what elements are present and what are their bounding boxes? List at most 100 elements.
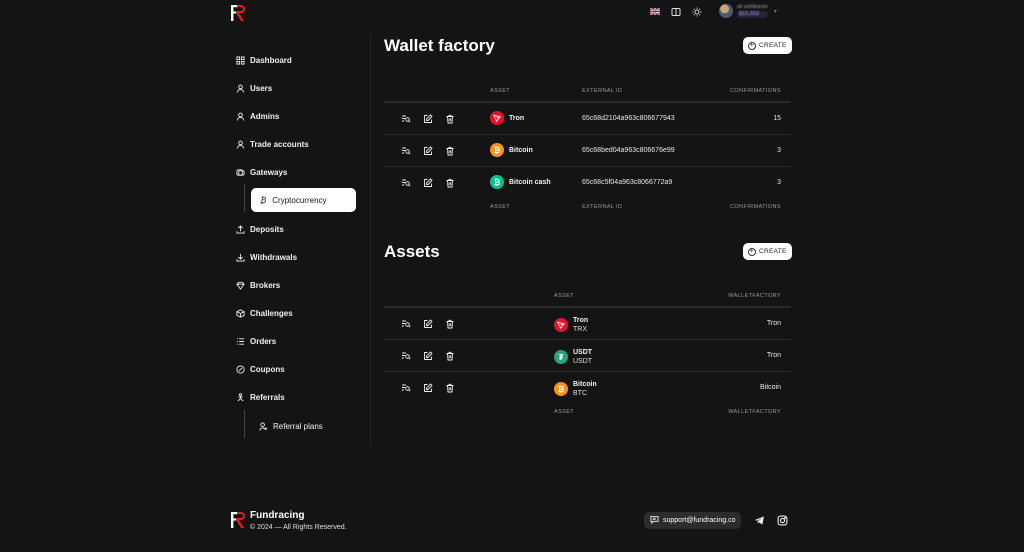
delete-icon[interactable] — [444, 350, 456, 362]
edit-icon[interactable] — [422, 350, 434, 362]
asset-name: Tron — [509, 114, 525, 122]
brand-logo[interactable] — [230, 4, 246, 22]
sidebar-item-orders[interactable]: Orders — [236, 334, 276, 348]
sidebar-item-cryptocurrency[interactable]: ₿ Cryptocurrency — [251, 188, 356, 212]
column-footer-confirmations: CONFIRMATIONS — [730, 204, 781, 210]
top-bar: ali ashikaran $15,333 ▾ — [0, 0, 1024, 26]
column-footer-external-id: EXTERNAL ID — [582, 204, 623, 210]
column-header-asset[interactable]: ASSET — [554, 293, 575, 299]
list-icon — [236, 337, 245, 345]
sidebar-item-label: Gateways — [250, 167, 288, 177]
column-header-walletfactory[interactable]: WALLETFACTORY — [728, 293, 781, 299]
user-icon — [236, 140, 245, 149]
sidebar-item-referrals[interactable]: Referrals — [236, 390, 285, 404]
edit-icon[interactable] — [422, 177, 434, 189]
chat-icon — [650, 515, 659, 526]
layout-icon[interactable] — [670, 6, 681, 17]
bitcoin-icon: ₿ — [554, 382, 568, 396]
wallet-factory: Bitcoin — [759, 384, 781, 391]
uk-flag-icon[interactable] — [649, 6, 660, 17]
sidebar-item-brokers[interactable]: Brokers — [236, 278, 280, 292]
support-email-button[interactable]: support@fundracing.co — [644, 512, 742, 529]
delete-icon[interactable] — [444, 145, 456, 157]
user-menu[interactable]: ali ashikaran $15,333 ▾ — [719, 4, 777, 18]
external-id: 65c68d2104a963c806677943 — [582, 115, 675, 122]
support-email: support@fundracing.co — [663, 517, 736, 524]
create-label: CREATE — [759, 248, 787, 255]
upload-icon — [236, 224, 245, 234]
bitcoin-cash-icon: ₿ — [490, 175, 504, 189]
asset-symbol: BTC — [573, 390, 587, 397]
footer-logo — [231, 512, 245, 528]
wallet-factory-table: ASSET EXTERNAL ID CONFIRMATIONS Tron 65c… — [384, 80, 791, 220]
wallet-factory-create-button[interactable]: + CREATE — [743, 37, 792, 54]
edit-icon[interactable] — [422, 318, 434, 330]
sidebar-item-deposits[interactable]: Deposits — [236, 222, 284, 236]
column-header-confirmations[interactable]: CONFIRMATIONS — [730, 88, 781, 94]
view-details-icon[interactable] — [400, 382, 412, 394]
confirmations: 15 — [773, 115, 781, 122]
wallet-factory-title: Wallet factory — [384, 36, 495, 55]
column-header-external-id[interactable]: EXTERNAL ID — [582, 88, 623, 94]
delete-icon[interactable] — [444, 113, 456, 125]
user-icon — [236, 84, 245, 93]
coupon-icon — [236, 364, 245, 374]
sidebar-item-coupons[interactable]: Coupons — [236, 362, 285, 376]
sidebar-item-gateways[interactable]: Gateways — [236, 165, 287, 179]
view-details-icon[interactable] — [400, 145, 412, 157]
telegram-icon[interactable] — [753, 514, 765, 526]
view-details-icon[interactable] — [400, 177, 412, 189]
sun-icon[interactable] — [691, 6, 702, 17]
table-row: Tron 65c68d2104a963c806677943 15 — [384, 102, 791, 134]
delete-icon[interactable] — [444, 177, 456, 189]
asset-cell: ₿ Bitcoin BTC — [554, 380, 597, 398]
external-id: 65c68c5f04a963c8066772a9 — [582, 179, 673, 186]
wallet-factory: Tron — [766, 320, 781, 327]
asset-cell: ₿ Bitcoin cash — [490, 175, 551, 189]
user-icon — [236, 112, 245, 121]
sidebar-item-label: Deposits — [250, 224, 284, 234]
delete-icon[interactable] — [444, 318, 456, 330]
view-details-icon[interactable] — [400, 350, 412, 362]
sidebar-item-trade-accounts[interactable]: Trade accounts — [236, 137, 309, 151]
grid-icon — [236, 55, 245, 65]
column-header-asset[interactable]: ASSET — [490, 88, 511, 94]
table-row: Tron TRX Tron — [384, 307, 791, 339]
cube-icon — [236, 308, 245, 318]
column-footer-asset: ASSET — [554, 409, 575, 415]
sidebar-item-label: Referral plans — [273, 421, 323, 431]
footer-brand: Fundracing — [250, 510, 305, 521]
sidebar-item-users[interactable]: Users — [236, 81, 272, 95]
sidebar-item-label: Challenges — [250, 308, 293, 318]
sidebar-item-referral-plans[interactable]: Referral plans — [259, 419, 323, 433]
view-details-icon[interactable] — [400, 318, 412, 330]
sidebar-item-withdrawals[interactable]: Withdrawals — [236, 250, 297, 264]
user-name: ali ashikaran — [737, 4, 768, 10]
delete-icon[interactable] — [444, 382, 456, 394]
table-row: ₿ Bitcoin BTC Bitcoin — [384, 371, 791, 403]
edit-icon[interactable] — [422, 382, 434, 394]
user-plus-icon — [259, 421, 268, 431]
download-icon — [236, 253, 245, 262]
footer-copyright: © 2024 — All Rights Reserved. — [250, 524, 347, 531]
sidebar-item-label: Referrals — [250, 392, 285, 402]
sidebar-item-challenges[interactable]: Challenges — [236, 306, 293, 320]
sidebar-item-label: Dashboard — [250, 55, 292, 65]
gateway-icon — [236, 168, 245, 176]
instagram-icon[interactable] — [776, 514, 788, 526]
confirmations: 3 — [777, 147, 781, 154]
edit-icon[interactable] — [422, 145, 434, 157]
referral-icon — [237, 392, 244, 401]
sidebar-item-dashboard[interactable]: Dashboard — [236, 53, 292, 67]
bitcoin-icon: ₿ — [490, 143, 504, 157]
sidebar-item-label: Coupons — [250, 364, 285, 374]
sidebar-item-admins[interactable]: Admins — [236, 109, 279, 123]
plus-circle-icon: + — [748, 41, 756, 50]
view-details-icon[interactable] — [400, 113, 412, 125]
asset-name: USDT — [573, 349, 593, 356]
plus-circle-icon: + — [748, 247, 756, 256]
assets-create-button[interactable]: + CREATE — [743, 243, 792, 260]
edit-icon[interactable] — [422, 113, 434, 125]
asset-symbol: TRX — [573, 326, 587, 333]
asset-cell: Tron — [490, 111, 524, 125]
